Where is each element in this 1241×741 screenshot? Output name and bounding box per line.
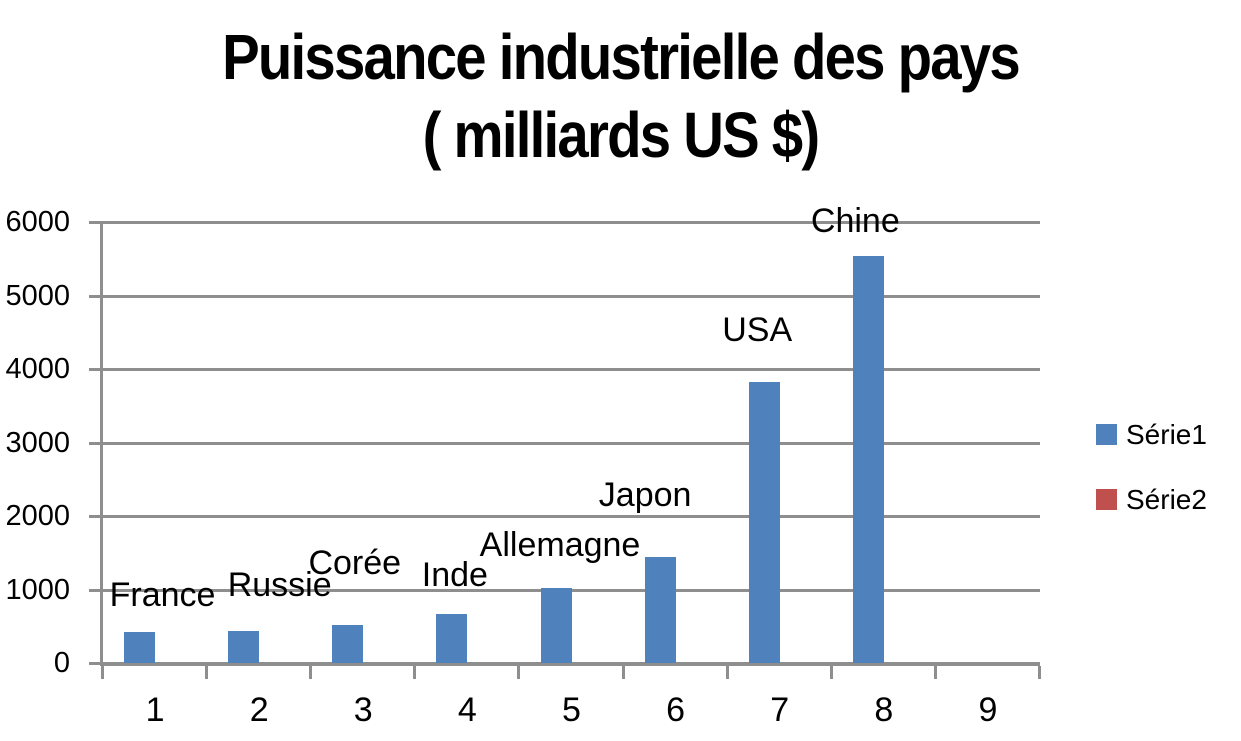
y-tick-label: 3000	[5, 426, 70, 459]
x-axis-tick	[933, 666, 937, 679]
bar-corée	[332, 624, 364, 663]
gridline	[103, 368, 1040, 371]
legend-label: Série2	[1126, 484, 1207, 515]
legend-swatch-icon	[1096, 489, 1117, 510]
x-axis-tick	[725, 666, 729, 679]
y-tick-label: 6000	[5, 206, 70, 238]
legend-label: Série1	[1126, 419, 1207, 450]
x-axis-tick	[829, 666, 833, 679]
x-tick-label: 8	[874, 691, 894, 729]
y-axis-tick	[89, 515, 103, 518]
bar-label: Allemagne	[479, 526, 641, 564]
bar-label: USA	[722, 311, 793, 349]
bar-chine	[852, 255, 884, 663]
y-axis-tick	[89, 294, 103, 298]
chart-title-line1: Puissance industrielle des pays	[222, 21, 1021, 93]
bar-france	[124, 632, 156, 663]
bar-label: France	[109, 576, 216, 614]
y-tick-label: 2000	[5, 500, 70, 532]
y-axis-tick	[89, 368, 103, 371]
x-axis-tick	[205, 666, 209, 679]
bar-label: Chine	[810, 202, 900, 240]
y-axis-tick	[89, 221, 103, 224]
gridline	[103, 441, 1040, 445]
x-tick-label: 7	[770, 691, 790, 729]
x-axis-tick	[101, 666, 104, 679]
x-tick-label: 1	[145, 691, 165, 729]
bar-label: Corée	[308, 544, 402, 582]
x-tick-label: 5	[562, 691, 581, 729]
legend-swatch-icon	[1096, 424, 1117, 445]
x-axis-tick	[1038, 666, 1041, 679]
y-axis-line	[100, 221, 103, 664]
x-tick-label: 9	[978, 691, 998, 729]
bar-allemagne	[540, 588, 572, 663]
y-axis-tick	[89, 441, 103, 445]
bar-label: Inde	[421, 556, 488, 594]
x-tick-label: 4	[457, 691, 477, 729]
y-tick-label: 0	[53, 647, 70, 679]
bar-usa	[748, 382, 780, 663]
x-axis-tick	[413, 666, 417, 679]
y-axis-tick	[89, 588, 103, 592]
y-tick-label: 1000	[5, 573, 70, 606]
bar-label: Russie	[227, 566, 332, 604]
bar-japon	[644, 557, 676, 663]
gridline	[103, 294, 1040, 298]
y-tick-label: 4000	[5, 353, 70, 385]
x-tick-label: 6	[666, 691, 686, 729]
bar-label: Japon	[598, 476, 692, 514]
bar-inde	[436, 614, 468, 663]
y-tick-label: 5000	[5, 279, 70, 312]
x-axis-tick	[621, 666, 625, 679]
x-axis-tick	[517, 666, 521, 679]
chart-title-line2: ( milliards US $)	[422, 99, 820, 171]
gridline	[103, 588, 1040, 592]
x-tick-label: 3	[353, 691, 373, 729]
y-axis-tick	[89, 662, 103, 665]
x-tick-label: 2	[249, 691, 269, 729]
gridline	[103, 515, 1040, 518]
chart-title: Puissance industrielle des pays ( millia…	[74, 18, 1166, 174]
x-axis-line	[100, 662, 1040, 666]
bar-russie	[228, 630, 260, 663]
gridline	[103, 221, 1040, 224]
x-axis-tick	[309, 666, 313, 679]
